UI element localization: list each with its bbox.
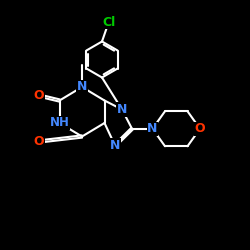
Text: NH: NH: [50, 116, 70, 130]
Text: Cl: Cl: [102, 16, 115, 28]
Text: N: N: [77, 80, 87, 94]
Text: O: O: [195, 122, 205, 135]
Text: O: O: [34, 89, 44, 102]
Text: O: O: [34, 135, 44, 148]
Text: N: N: [117, 103, 127, 116]
Text: N: N: [110, 139, 120, 152]
Text: N: N: [147, 122, 158, 135]
